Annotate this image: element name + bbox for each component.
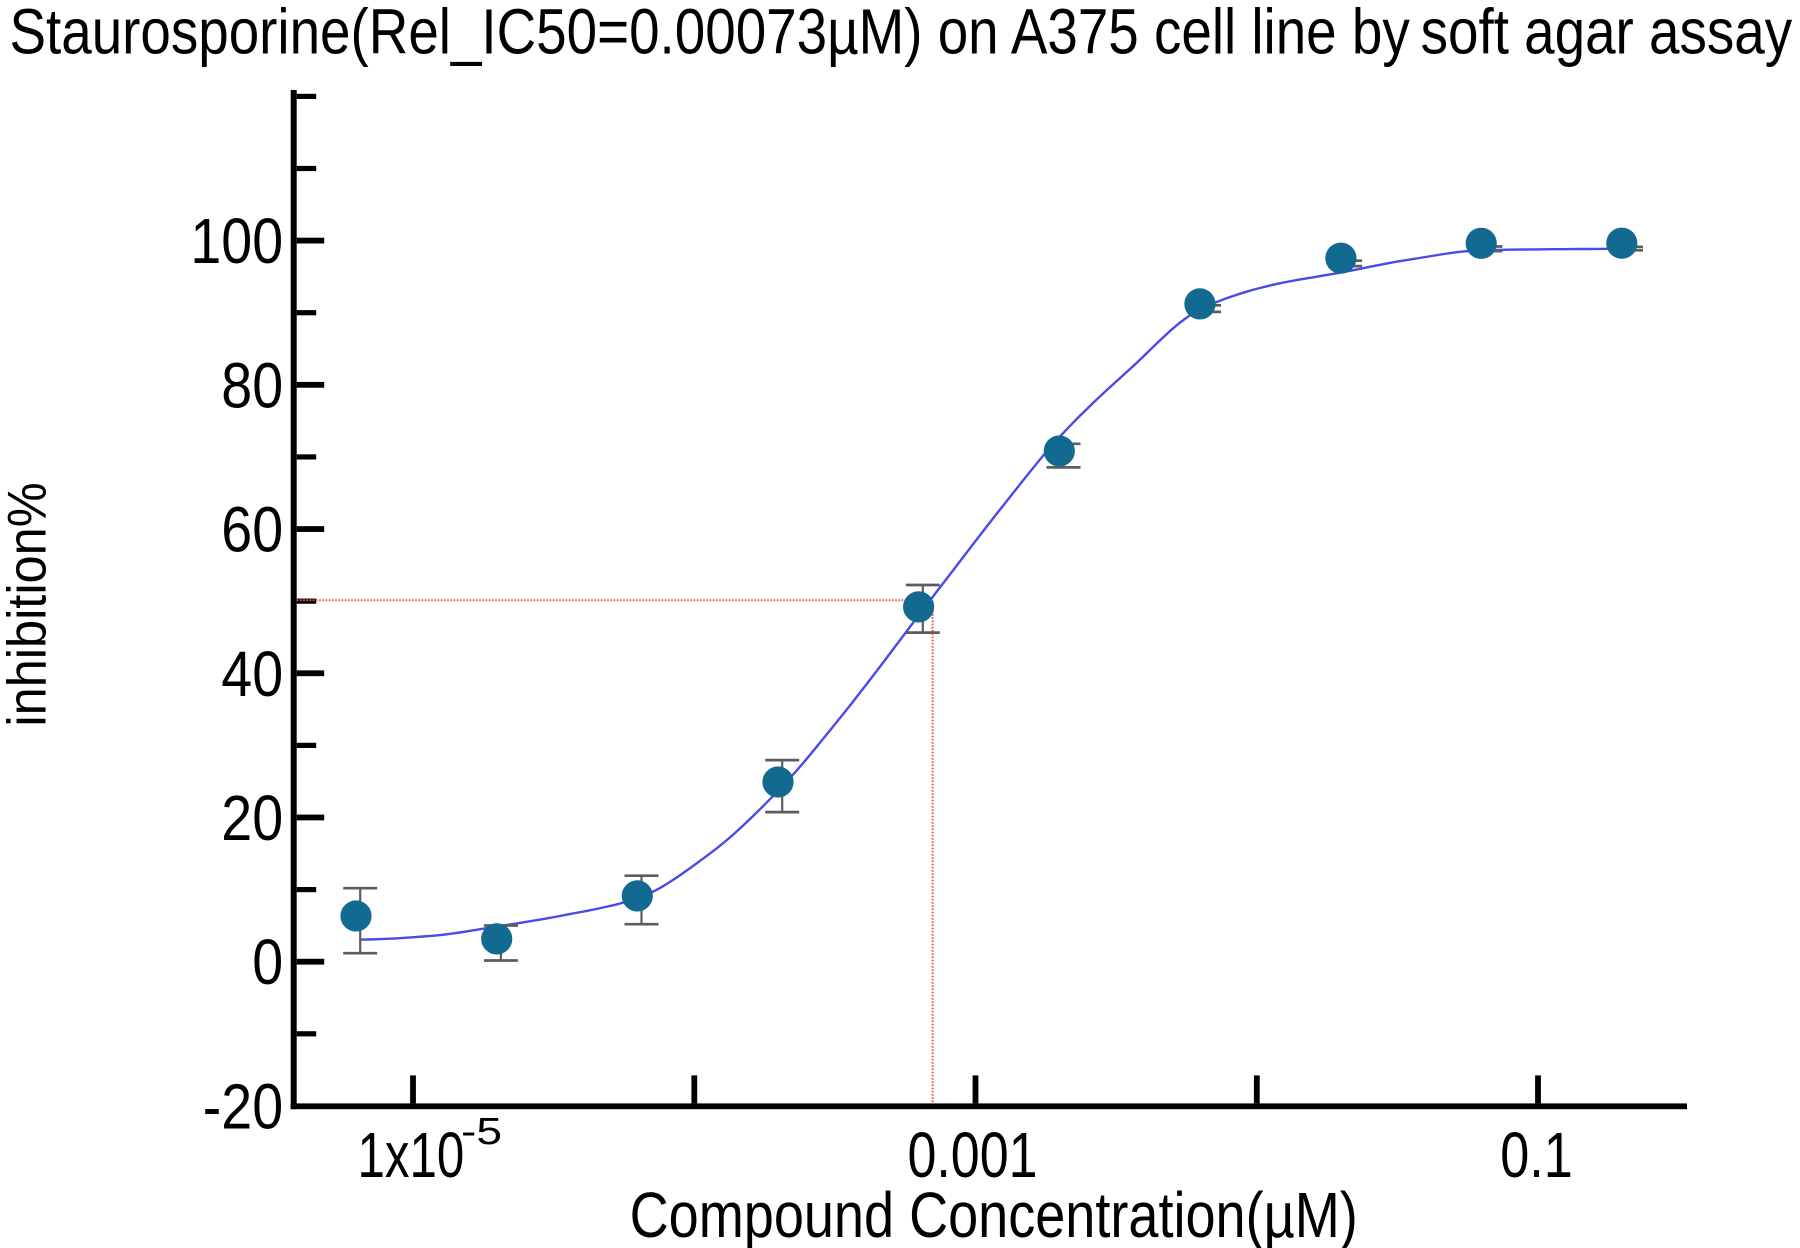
svg-text:Staurosporine(Rel_IC50=0.00073: Staurosporine(Rel_IC50=0.00073µM) on A37… (10, 0, 1793, 68)
svg-text:80: 80 (221, 349, 283, 421)
svg-text:Compound Concentration(µM): Compound Concentration(µM) (630, 1179, 1358, 1248)
svg-text:20: 20 (221, 782, 283, 854)
svg-text:0.001: 0.001 (907, 1119, 1037, 1191)
svg-text:1x10: 1x10 (358, 1119, 465, 1191)
svg-text:40: 40 (221, 638, 283, 710)
svg-text:-20: -20 (203, 1070, 283, 1142)
svg-text:-5: -5 (461, 1111, 502, 1153)
svg-text:100: 100 (190, 205, 283, 277)
svg-text:0: 0 (252, 926, 283, 998)
svg-text:60: 60 (221, 494, 283, 566)
svg-text:0.1: 0.1 (1500, 1119, 1573, 1191)
svg-text:inhibition%: inhibition% (0, 482, 57, 726)
